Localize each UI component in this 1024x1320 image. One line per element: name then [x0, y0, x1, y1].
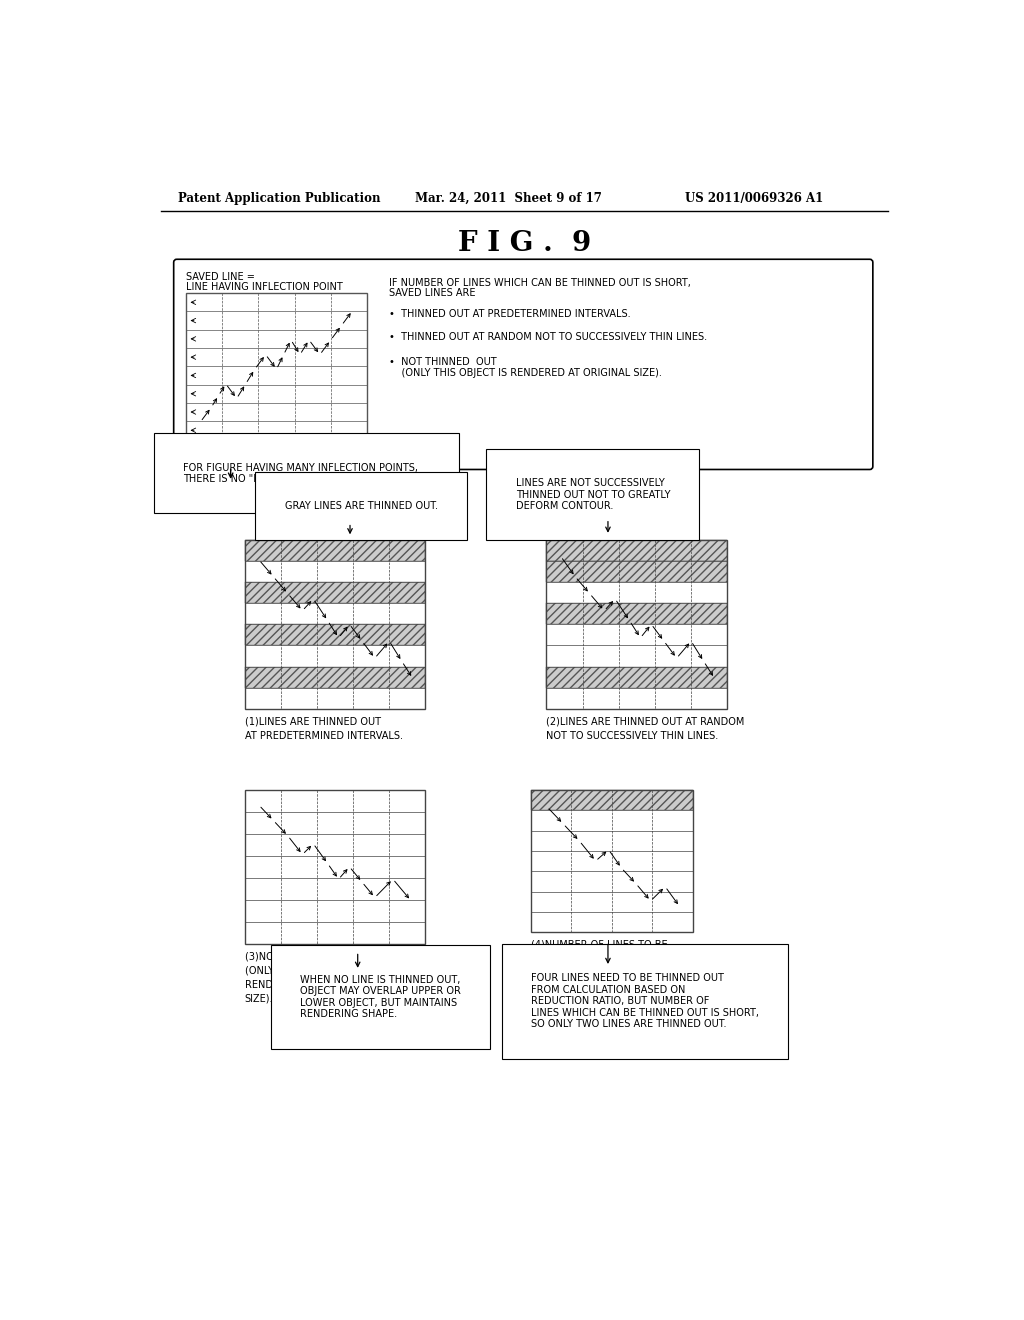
Text: (3)NO LINE IS THINNED OUT
(ONLY THIS OBJECT IS
RENDERED AT ORIGINAL
SIZE).: (3)NO LINE IS THINNED OUT (ONLY THIS OBJ… [245, 952, 382, 1003]
Text: GRAY LINES ARE THINNED OUT.: GRAY LINES ARE THINNED OUT. [285, 502, 437, 511]
Bar [531, 789, 692, 810]
Bar [245, 789, 425, 944]
Text: (2)LINES ARE THINNED OUT AT RANDOM
NOT TO SUCCESSIVELY THIN LINES.: (2)LINES ARE THINNED OUT AT RANDOM NOT T… [547, 717, 744, 741]
Bar [547, 561, 727, 582]
Text: (ONLY THIS OBJECT IS RENDERED AT ORIGINAL SIZE).: (ONLY THIS OBJECT IS RENDERED AT ORIGINA… [388, 368, 662, 378]
Text: SAVED LINE =: SAVED LINE = [186, 272, 255, 282]
Bar [547, 540, 727, 561]
FancyBboxPatch shape [174, 259, 872, 470]
Bar [186, 293, 367, 440]
Text: •  THINNED OUT AT PREDETERMINED INTERVALS.: • THINNED OUT AT PREDETERMINED INTERVALS… [388, 309, 630, 318]
Bar [245, 624, 425, 645]
Bar [547, 667, 727, 688]
Text: SAVED LINES ARE: SAVED LINES ARE [388, 288, 475, 298]
Text: F I G .  9: F I G . 9 [458, 230, 592, 256]
Text: IF NUMBER OF LINES WHICH CAN BE THINNED OUT IS SHORT,: IF NUMBER OF LINES WHICH CAN BE THINNED … [388, 277, 690, 288]
Text: LINE HAVING INFLECTION POINT: LINE HAVING INFLECTION POINT [186, 281, 343, 292]
Bar [245, 540, 425, 561]
Text: (1)LINES ARE THINNED OUT
AT PREDETERMINED INTERVALS.: (1)LINES ARE THINNED OUT AT PREDETERMINE… [245, 717, 402, 741]
Bar [245, 667, 425, 688]
Text: US 2011/0069326 A1: US 2011/0069326 A1 [685, 191, 823, 205]
Text: Patent Application Publication: Patent Application Publication [178, 191, 381, 205]
Text: LINES ARE NOT SUCCESSIVELY
THINNED OUT NOT TO GREATLY
DEFORM CONTOUR.: LINES ARE NOT SUCCESSIVELY THINNED OUT N… [515, 478, 670, 511]
Bar [547, 603, 727, 624]
Bar [245, 582, 425, 603]
Text: •  NOT THINNED  OUT: • NOT THINNED OUT [388, 358, 497, 367]
Text: FOUR LINES NEED TO BE THINNED OUT
FROM CALCULATION BASED ON
REDUCTION RATIO, BUT: FOUR LINES NEED TO BE THINNED OUT FROM C… [531, 973, 759, 1030]
Text: WHEN NO LINE IS THINNED OUT,
OBJECT MAY OVERLAP UPPER OR
LOWER OBJECT, BUT MAINT: WHEN NO LINE IS THINNED OUT, OBJECT MAY … [300, 974, 461, 1019]
Bar [531, 789, 692, 932]
Text: •  THINNED OUT AT RANDOM NOT TO SUCCESSIVELY THIN LINES.: • THINNED OUT AT RANDOM NOT TO SUCCESSIV… [388, 331, 707, 342]
Bar [245, 540, 425, 709]
Bar [547, 540, 727, 709]
Text: FOR FIGURE HAVING MANY INFLECTION POINTS,
THERE IS NO "LINE WHICH CAN BE THINNED: FOR FIGURE HAVING MANY INFLECTION POINTS… [183, 462, 430, 484]
Text: (4)NUMBER OF LINES TO BE
THINNED OUT IS DECREASED.: (4)NUMBER OF LINES TO BE THINNED OUT IS … [531, 940, 678, 964]
Text: Mar. 24, 2011  Sheet 9 of 17: Mar. 24, 2011 Sheet 9 of 17 [416, 191, 602, 205]
